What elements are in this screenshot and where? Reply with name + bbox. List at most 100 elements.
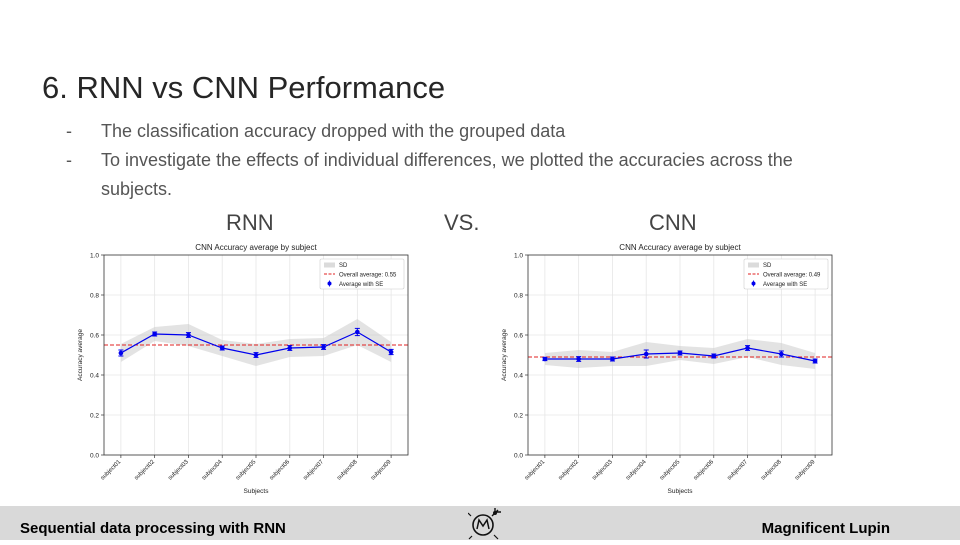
rnn-chart-svg: CNN Accuracy average by subject 0.0 0.2 0.4…	[77, 243, 409, 495]
data-marker	[542, 356, 548, 362]
data-point	[354, 327, 360, 337]
y-tick-label: 0.2	[514, 413, 523, 420]
x-tick-label: subject08	[760, 459, 783, 482]
data-marker	[186, 332, 191, 338]
y-tick-label: 0.0	[514, 453, 523, 460]
y-tick-label: 0.8	[514, 293, 523, 300]
x-tick-label: subject04	[201, 459, 224, 482]
y-axis-label: Accuracy average	[77, 329, 84, 381]
rnn-accuracy-chart: CNN Accuracy average by subject 0.0 0.2 0.4…	[72, 240, 432, 495]
data-point	[388, 348, 394, 356]
y-tick-label: 0.4	[90, 373, 99, 380]
y-tick-label: 1.0	[90, 253, 99, 260]
data-marker	[576, 356, 581, 362]
data-marker	[355, 329, 360, 335]
x-tick-label: subject04	[625, 459, 648, 482]
data-point	[219, 345, 225, 351]
x-tick-label: subject06	[269, 459, 292, 482]
data-point	[778, 350, 784, 358]
data-marker	[643, 351, 649, 357]
sd-band	[120, 319, 392, 366]
data-point	[542, 356, 548, 362]
y-tick-label: 0.6	[90, 333, 99, 340]
x-tick-label: subject03	[591, 459, 614, 482]
data-marker	[779, 351, 784, 357]
chart-title: CNN Accuracy average by subject	[619, 243, 741, 252]
legend-entry: Overall average: 0.49	[763, 273, 821, 279]
cnn-chart-svg: CNN Accuracy average by subject 0.0 0.2 0.4…	[501, 243, 833, 495]
data-point	[677, 350, 683, 356]
rnn-label: RNN	[226, 210, 274, 235]
legend-swatch-sd	[748, 262, 759, 268]
x-tick-label: subject06	[693, 459, 716, 482]
chart-title: CNN Accuracy average by subject	[195, 243, 317, 252]
y-axis-label: Accuracy average	[501, 329, 508, 381]
legend-entry: Average with SE	[763, 282, 807, 288]
footer-left-text: Sequential data processing with RNN	[20, 520, 286, 537]
plot-frame	[103, 254, 409, 456]
data-point	[253, 352, 259, 358]
bullet-text: To investigate the effects of individual…	[101, 150, 793, 199]
data-marker	[152, 331, 157, 337]
legend-box	[319, 258, 405, 290]
legend-entry: Overall average: 0.55	[339, 273, 397, 279]
bullet-list: - The classification accuracy dropped wi…	[66, 117, 866, 204]
x-tick-label: subject02	[134, 459, 157, 482]
legend: SD Overall average: 0.49 Average with SE	[743, 258, 829, 290]
cnn-label: CNN	[649, 210, 697, 235]
x-tick-label: subject01	[524, 459, 547, 482]
data-point	[609, 356, 615, 362]
bullet-marker: -	[66, 150, 72, 170]
data-point	[576, 356, 582, 362]
data-point	[118, 349, 124, 357]
data-point	[711, 353, 717, 359]
data-marker	[711, 353, 717, 359]
x-tick-label: subject07	[727, 459, 750, 482]
data-marker	[610, 356, 615, 362]
y-tick-label: 0.4	[514, 373, 523, 380]
y-tick-label: 0.0	[90, 453, 99, 460]
legend-entry: SD	[763, 263, 772, 269]
legend-swatch-sd	[324, 262, 335, 268]
data-marker	[388, 349, 394, 355]
legend-entry: Average with SE	[339, 282, 383, 288]
vs-label: VS.	[444, 210, 480, 235]
data-point	[643, 349, 649, 359]
data-marker	[677, 350, 683, 356]
data-point	[321, 344, 327, 350]
slide-title: 6. RNN vs CNN Performance	[42, 70, 446, 105]
compass-star-logo-icon	[467, 507, 502, 545]
data-marker	[745, 345, 750, 351]
footer-right-text: Magnificent Lupin	[761, 520, 890, 537]
data-marker	[812, 358, 818, 364]
bullet-item: - To investigate the effects of individu…	[66, 146, 866, 204]
x-tick-label: subject09	[370, 459, 393, 482]
y-tick-label: 0.8	[90, 293, 99, 300]
legend-entry: SD	[339, 263, 348, 269]
plot-frame	[527, 254, 833, 456]
data-marker	[253, 352, 259, 358]
x-tick-label: subject09	[794, 459, 817, 482]
data-marker	[219, 345, 225, 351]
data-marker	[118, 350, 124, 356]
legend-box	[743, 258, 829, 290]
y-tick-label: 0.2	[90, 413, 99, 420]
x-axis-label: Subjects	[244, 488, 270, 495]
x-tick-label: subject01	[100, 459, 123, 482]
data-point	[287, 345, 293, 351]
data-point	[152, 331, 158, 337]
bullet-item: - The classification accuracy dropped wi…	[66, 117, 866, 146]
x-axis-label: Subjects	[668, 488, 694, 495]
legend: SD Overall average: 0.55 Average with SE	[319, 258, 405, 290]
x-tick-label: subject02	[558, 459, 581, 482]
footer-bar: Sequential data processing with RNN Magn…	[0, 506, 960, 540]
data-point	[812, 358, 818, 364]
cnn-accuracy-chart: CNN Accuracy average by subject 0.0 0.2 0.4…	[496, 240, 856, 495]
data-marker	[321, 344, 326, 350]
bullet-text: The classification accuracy dropped with…	[101, 121, 566, 141]
x-tick-label: subject07	[303, 459, 326, 482]
data-point	[745, 345, 751, 351]
data-marker	[287, 345, 293, 351]
y-tick-label: 1.0	[514, 253, 523, 260]
y-tick-label: 0.6	[514, 333, 523, 340]
